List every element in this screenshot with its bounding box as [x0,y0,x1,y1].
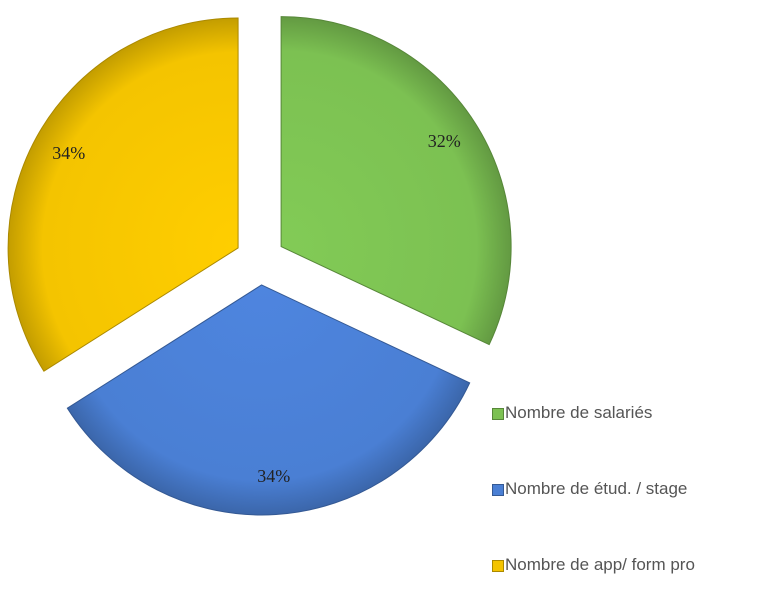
data-label: 34% [52,143,85,163]
data-label: 34% [257,466,290,486]
pie-slice [7,17,239,372]
legend-item: Nombre de étud. / stage [492,476,752,502]
legend-item: Nombre de salariés [492,400,752,426]
legend-label: Nombre de salariés [505,403,653,422]
legend-label: Nombre de app/ form pro [505,555,695,574]
legend-swatch [492,560,504,572]
pie-slice [280,16,512,346]
legend-item: Nombre de app/ form pro [492,552,752,578]
legend-swatch [492,408,504,420]
legend-label: Nombre de étud. / stage [505,479,688,498]
legend-swatch [492,484,504,496]
data-label: 32% [428,131,461,151]
pie-slice [66,284,471,516]
